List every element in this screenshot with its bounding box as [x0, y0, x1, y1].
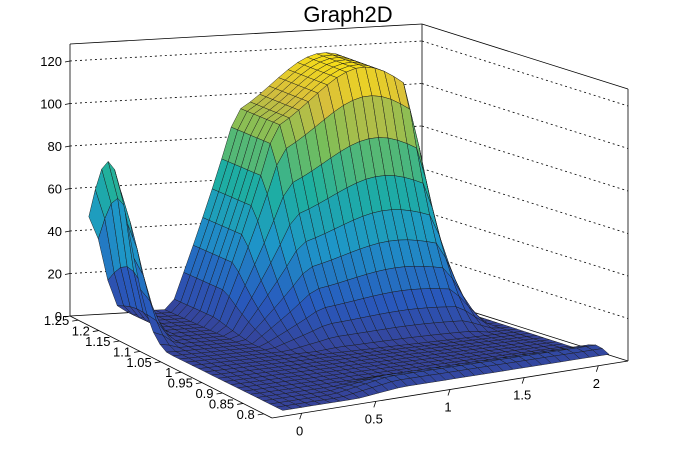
y-tick: [216, 392, 223, 395]
x-tick-label: 1: [444, 400, 451, 415]
y-tick: [237, 403, 244, 405]
x-axis: 0 0.5 1 1.5 2: [296, 365, 600, 438]
y-tick-label: 0.9: [195, 386, 213, 401]
x-tick-label: 0: [296, 423, 303, 438]
z-tick: [64, 145, 71, 148]
z-tick-label: 0: [55, 309, 62, 324]
z-tick: [64, 315, 71, 318]
z-tick: [64, 230, 71, 233]
gridline: [421, 253, 629, 319]
z-tick-label: 120: [40, 54, 62, 69]
z-tick-label: 20: [48, 267, 62, 282]
chart-title: Graph2D: [303, 2, 392, 27]
z-tick: [64, 188, 71, 190]
y-tick-label: 1: [165, 365, 172, 380]
y-tick-label: 1.2: [72, 324, 90, 339]
gridline: [421, 125, 629, 192]
frame-edge: [69, 23, 423, 45]
x-tick: [447, 389, 451, 396]
x-tick: [299, 413, 303, 420]
y-tick: [92, 330, 99, 332]
y-tick: [154, 361, 161, 364]
y-tick: [175, 371, 182, 374]
x-tick: [373, 401, 377, 408]
y-tick-label: 0.95: [168, 376, 193, 391]
y-tick-label: 1.25: [44, 313, 69, 328]
z-tick-label: 100: [40, 97, 62, 112]
y-tick: [72, 319, 79, 322]
x-tick-label: 2: [593, 376, 600, 391]
gridline: [421, 83, 629, 149]
y-tick-label: 1.05: [126, 355, 151, 370]
gridline: [69, 83, 423, 104]
z-tick-label: 40: [48, 224, 62, 239]
x-tick: [521, 377, 525, 384]
y-tick: [134, 350, 141, 353]
z-tick: [64, 60, 71, 63]
y-tick: [257, 413, 264, 416]
z-tick: [64, 103, 71, 105]
gridline: [421, 40, 629, 107]
x-tick: [595, 365, 599, 372]
y-tick: [195, 382, 202, 385]
y-tick-label: 1.15: [85, 334, 110, 349]
frame-edge: [421, 23, 629, 90]
z-axis: 0 20 40 60 80 100 120: [40, 54, 71, 324]
gridline: [421, 210, 629, 277]
z-tick-label: 80: [48, 139, 62, 154]
z-tick: [64, 273, 71, 275]
y-tick-label: 0.8: [237, 407, 255, 422]
surface-cell: [592, 348, 610, 357]
y-axis: 0.80.850.90.951 1.051.11.151.21.25: [44, 313, 264, 422]
surface-plot: [88, 52, 610, 411]
y-tick-label: 1.1: [113, 344, 131, 359]
x-tick-label: 1.5: [513, 388, 531, 403]
z-tick-label: 60: [48, 182, 62, 197]
frame-edge: [69, 315, 273, 419]
y-tick: [113, 340, 120, 343]
y-tick-label: 0.85: [209, 396, 234, 411]
gridline: [69, 40, 423, 62]
x-tick-label: 0.5: [365, 411, 383, 426]
gridline: [421, 168, 629, 234]
